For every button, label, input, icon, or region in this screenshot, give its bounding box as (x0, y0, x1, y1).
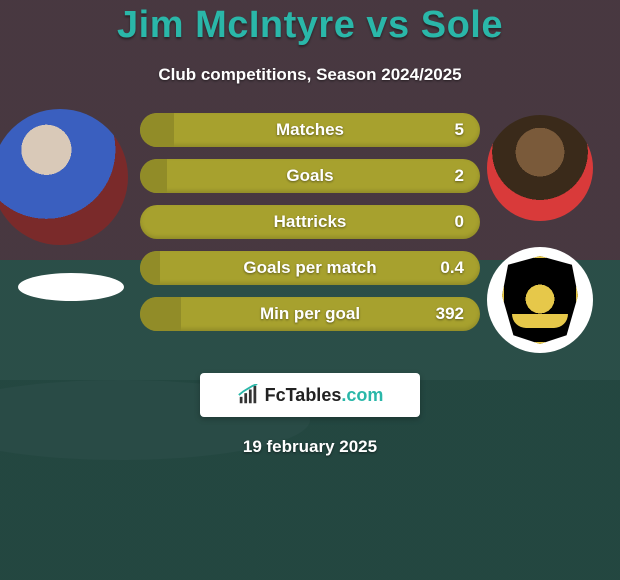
brand-suffix: .com (341, 385, 383, 405)
stat-value: 0.4 (440, 258, 464, 278)
stat-bar: Goals per match 0.4 (140, 251, 480, 285)
subtitle: Club competitions, Season 2024/2025 (0, 65, 620, 85)
stat-bar: Hattricks 0 (140, 205, 480, 239)
date-text: 19 february 2025 (0, 437, 620, 457)
player-right-avatar (487, 115, 593, 221)
stat-bar: Goals 2 (140, 159, 480, 193)
avatar-shadow (18, 273, 124, 301)
stat-bar: Min per goal 392 (140, 297, 480, 331)
stat-label: Hattricks (140, 212, 480, 232)
page-title: Jim McIntyre vs Sole (0, 0, 620, 47)
stat-label: Min per goal (140, 304, 480, 324)
shield-icon (502, 256, 578, 344)
stat-value: 2 (455, 166, 464, 186)
stat-bars: Matches 5 Goals 2 Hattricks 0 Goals per … (140, 113, 480, 343)
brand-badge: FcTables.com (200, 373, 420, 417)
stat-label: Matches (140, 120, 480, 140)
club-badge (487, 247, 593, 353)
brand-name: FcTables (265, 385, 342, 405)
stat-label: Goals per match (140, 258, 480, 278)
comparison-area: Matches 5 Goals 2 Hattricks 0 Goals per … (0, 113, 620, 373)
brand-text: FcTables.com (265, 385, 384, 406)
stat-value: 5 (455, 120, 464, 140)
chart-icon (237, 384, 259, 406)
stat-bar: Matches 5 (140, 113, 480, 147)
stat-label: Goals (140, 166, 480, 186)
player-left-avatar (0, 109, 128, 245)
stat-value: 0 (455, 212, 464, 232)
stat-value: 392 (436, 304, 464, 324)
